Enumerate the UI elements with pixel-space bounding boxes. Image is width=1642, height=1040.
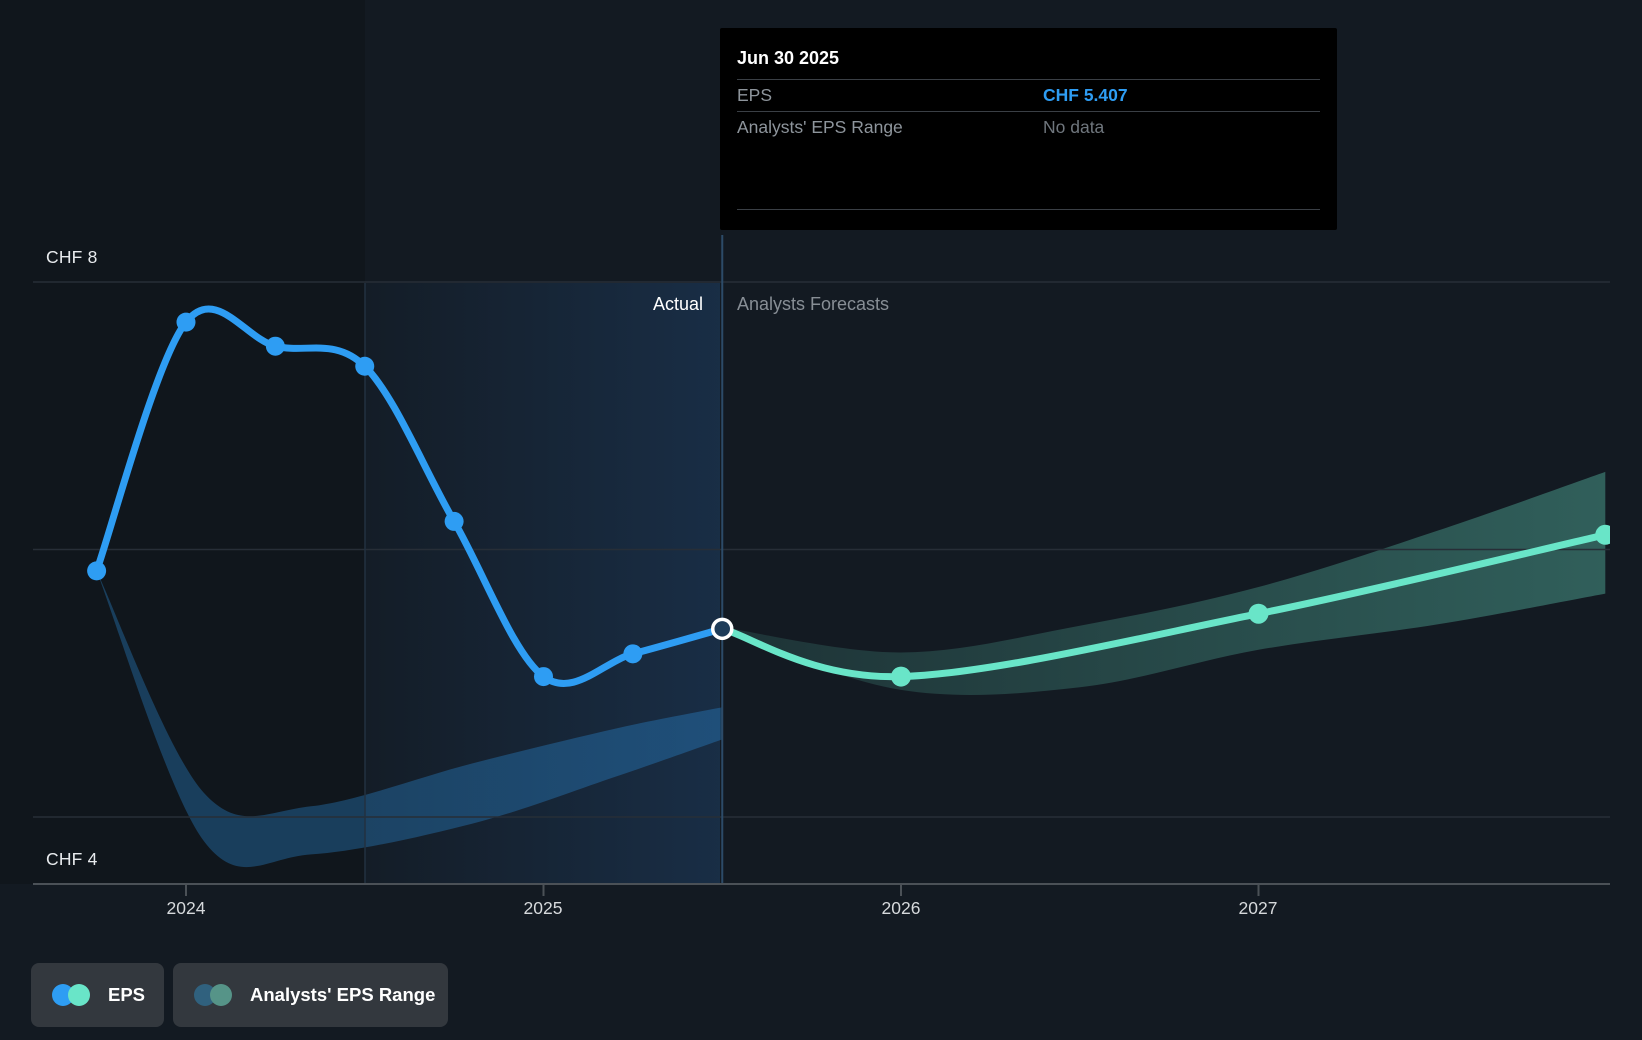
tooltip-separator [737, 209, 1320, 210]
eps-data-point [87, 561, 107, 581]
y-axis-label-bottom: CHF 4 [46, 849, 98, 869]
eps-data-point [265, 336, 285, 356]
range-teal-dot-icon [210, 984, 232, 1006]
x-tick-2027: 2027 [1238, 898, 1278, 918]
eps-data-point [355, 356, 375, 376]
eps-data-point [444, 511, 464, 531]
x-tick-2024: 2024 [166, 898, 206, 918]
highlighted-current-point [711, 617, 734, 641]
x-tick-2025: 2025 [523, 898, 563, 918]
eps-data-point [176, 312, 196, 332]
forecast-data-point [891, 666, 911, 687]
tooltip-eps-value: CHF 5.407 [1043, 85, 1128, 105]
range-band [96, 570, 723, 868]
tooltip-date: Jun 30 2025 [737, 48, 840, 68]
legend-toggle-analysts-eps-range[interactable]: Analysts' EPS Range [173, 963, 448, 1027]
eps-data-point [534, 667, 553, 687]
range-band [722, 471, 1606, 695]
section-label-actual: Actual [652, 294, 703, 314]
eps-teal-dot-icon [68, 984, 90, 1006]
legend-label-eps: EPS [108, 984, 146, 1005]
section-label-forecast: Analysts Forecasts [737, 294, 890, 314]
x-tick-2026: 2026 [881, 898, 921, 918]
y-axis-label-top: CHF 8 [46, 247, 98, 267]
eps-data-point [623, 644, 643, 664]
tooltip-range-label: Analysts' EPS Range [737, 117, 903, 137]
eps-forecast-line [718, 531, 1609, 681]
forecast-data-point [1595, 524, 1610, 545]
tooltip-eps-label: EPS [737, 85, 773, 105]
hover-tooltip: Jun 30 2025 EPS CHF 5.407 Analysts' EPS … [720, 28, 1337, 230]
tooltip-range-value: No data [1043, 117, 1105, 137]
legend-label-analysts-eps-range: Analysts' EPS Range [250, 984, 436, 1005]
tooltip-separator [737, 111, 1320, 112]
legend-toggle-eps[interactable]: EPS [31, 963, 164, 1027]
past-region-shade [0, 0, 365, 884]
tooltip-separator [737, 79, 1320, 80]
forecast-data-point [1248, 603, 1269, 624]
